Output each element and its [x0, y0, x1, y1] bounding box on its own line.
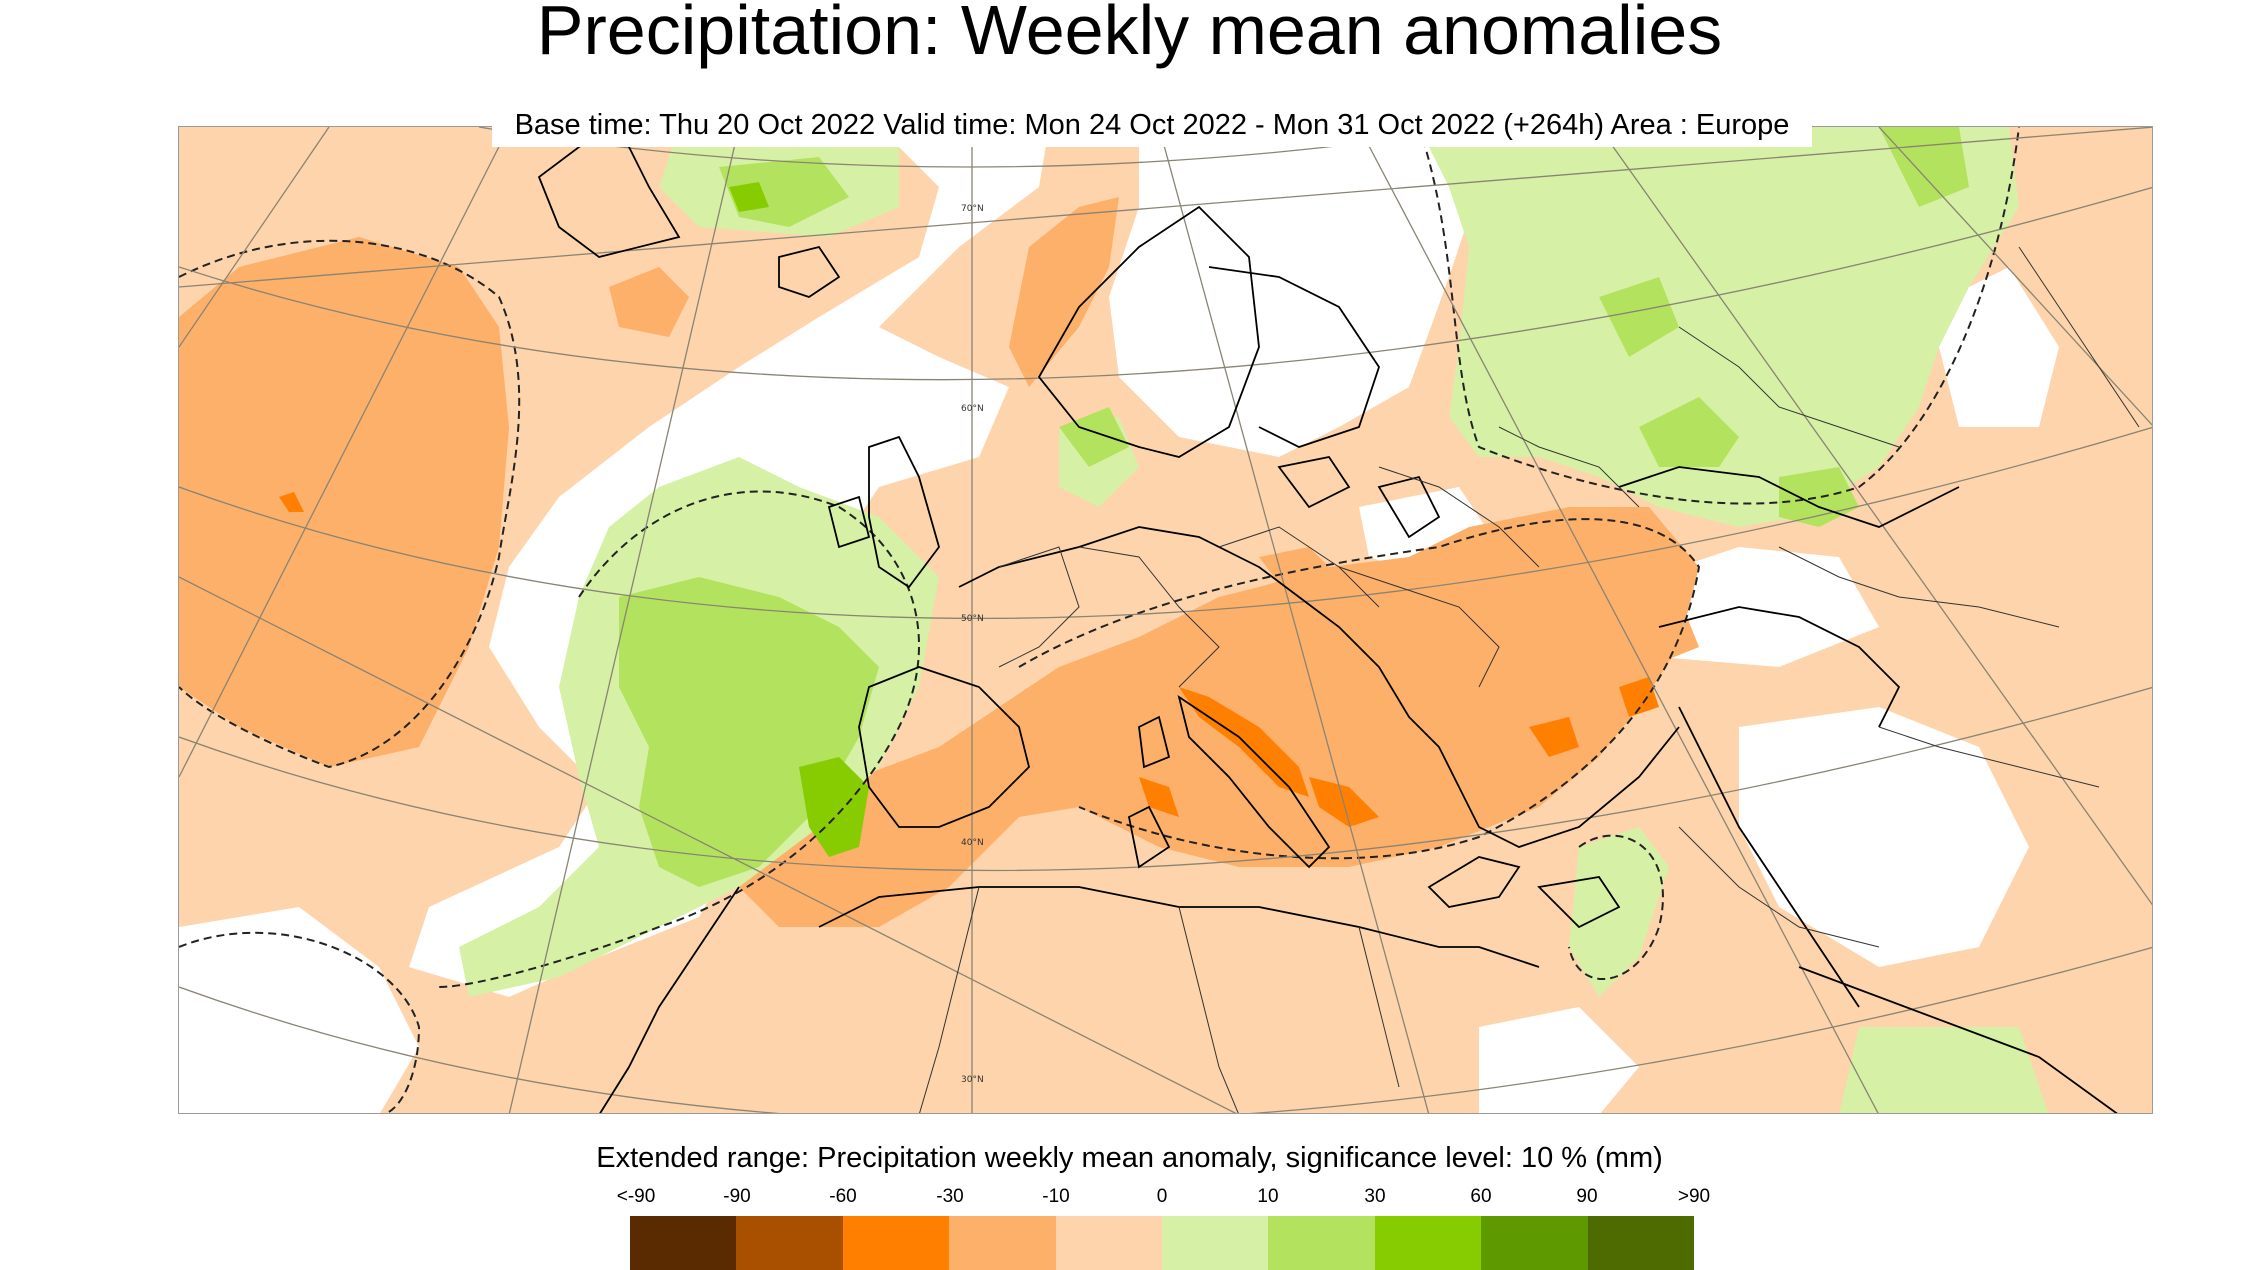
colorbar-tick: -30: [936, 1186, 964, 1207]
colorbar-tick: -90: [723, 1186, 751, 1207]
lat-label-70: 70°N: [961, 204, 984, 214]
map-panel[interactable]: 70°N 60°N 50°N 40°N 30°N: [178, 126, 2153, 1114]
colorbar-swatch: [1374, 1216, 1482, 1270]
coastlines: [537, 127, 2118, 1113]
colorbar-tick: <-90: [616, 1186, 656, 1207]
colorbar-swatch: [1481, 1216, 1588, 1270]
colorbar-tick: 90: [1576, 1186, 1598, 1207]
lat-label-60: 60°N: [961, 404, 984, 414]
colorbar-swatch: [736, 1216, 843, 1270]
lat-label-40: 40°N: [961, 838, 984, 848]
colorbar-swatch: [1268, 1216, 1375, 1270]
colorbar-tick: 10: [1257, 1186, 1279, 1207]
colorbar-swatch: [1587, 1216, 1695, 1270]
page-title: Precipitation: Weekly mean anomalies: [536, 0, 1723, 69]
deep-green-patches: [729, 182, 869, 857]
colorbar-tick: 30: [1364, 1186, 1386, 1207]
legend-title: Extended range: Precipitation weekly mea…: [596, 1142, 1663, 1174]
colorbar-tick: -10: [1042, 1186, 1070, 1207]
colorbar-tick: -60: [829, 1186, 857, 1207]
anomaly-map[interactable]: 70°N 60°N 50°N 40°N 30°N: [179, 127, 2153, 1114]
colorbar-swatch: [1055, 1216, 1163, 1270]
colorbar-swatch: [949, 1216, 1056, 1270]
colorbar: [630, 1216, 1695, 1270]
significance-contours: [179, 127, 2020, 1113]
colorbar-tick: >90: [1677, 1186, 1711, 1207]
colorbar-swatch: [630, 1216, 737, 1270]
colorbar-tick: 0: [1156, 1186, 1168, 1207]
lat-label-30: 30°N: [961, 1075, 984, 1085]
colorbar-swatch: [842, 1216, 950, 1270]
colorbar-swatch: [1162, 1216, 1269, 1270]
lat-label-50: 50°N: [961, 614, 984, 624]
colorbar-tick: 60: [1470, 1186, 1492, 1207]
country-borders: [919, 246, 2140, 1113]
subtitle: Base time: Thu 20 Oct 2022 Valid time: M…: [492, 103, 1812, 147]
